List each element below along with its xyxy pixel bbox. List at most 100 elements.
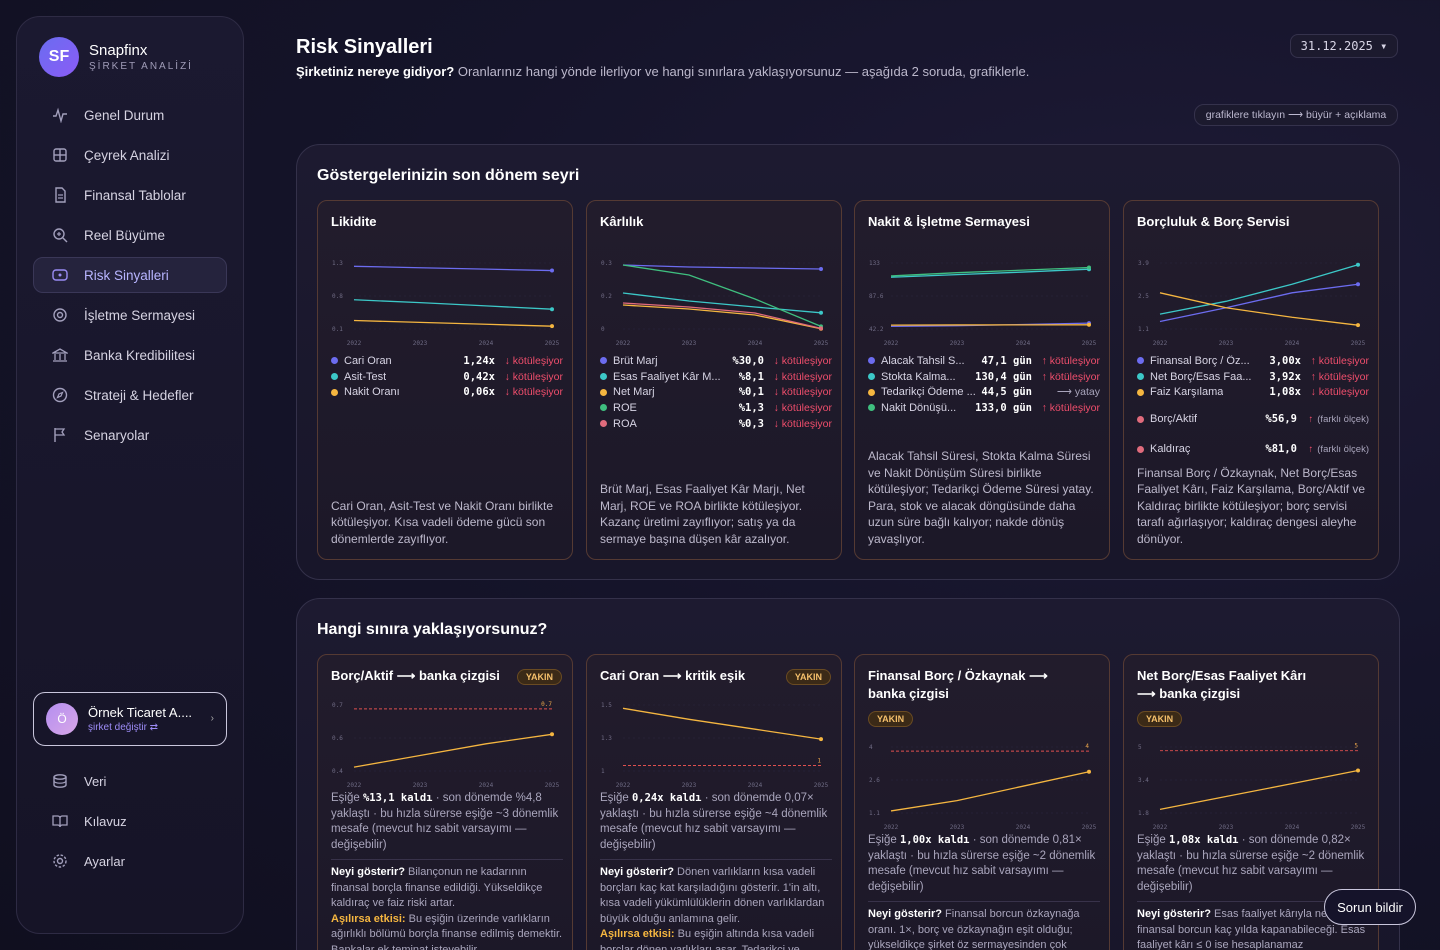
legend-value: 1,24x	[463, 354, 495, 367]
x-tick-label: 2022	[1153, 824, 1168, 831]
legend-name: Nakit Dönüşü...	[881, 401, 957, 414]
card-title: Borç/Aktif ⟶ banka çizgisi	[331, 668, 500, 683]
x-tick-label: 2024	[1016, 824, 1031, 831]
legend-dot	[331, 373, 338, 381]
brand[interactable]: SF Snapfinx ŞİRKET ANALİZİ	[39, 37, 193, 77]
x-tick-label: 2024	[748, 782, 763, 789]
series-endpoint	[550, 307, 554, 312]
nav-item-i-şletme-sermayesi[interactable]: İşletme Sermayesi	[33, 297, 227, 333]
trend-indicator: ↓ kötüleşiyor	[773, 401, 832, 414]
x-tick-label: 2025	[545, 782, 560, 789]
nav-item-label: Risk Sinyalleri	[84, 267, 169, 283]
trend-card[interactable]: Nakit & İşletme Sermayesi 133 87.6 42.2 2022…	[854, 200, 1110, 560]
legend-row: ROA %0,3 ↓ kötüleşiyor	[600, 416, 832, 432]
x-tick-label: 2022	[1153, 340, 1168, 347]
nav-item-risk-sinyalleri[interactable]: Risk Sinyalleri	[33, 257, 227, 293]
impact-label: Aşılırsa etkisi:	[600, 928, 675, 940]
nav-item-genel-durum[interactable]: Genel Durum	[33, 97, 227, 133]
nav-item-reel-büyüme[interactable]: Reel Büyüme	[33, 217, 227, 253]
chart-hint: grafiklere tıklayın ⟶ büyür + açıklama	[1194, 104, 1398, 126]
trend-arrow: ↑	[1308, 413, 1314, 425]
series-line	[622, 292, 822, 314]
trend-indicator: ↑ kötüleşiyor	[1310, 370, 1369, 383]
series-endpoint	[819, 326, 823, 331]
legend-value: %56,9	[1265, 413, 1297, 425]
page-subtitle: Şirketiniz nereye gidiyor? Oranlarınız h…	[296, 64, 1029, 79]
card-title: Finansal Borç / Özkaynak ⟶ banka çizgisi	[868, 668, 1048, 701]
nav-item-senaryolar[interactable]: Senaryolar	[33, 417, 227, 453]
nav-item-strateji-hedefler[interactable]: Strateji & Hedefler	[33, 377, 227, 413]
legend-value: %81,0	[1265, 443, 1297, 455]
x-tick-label: 2023	[1219, 340, 1234, 347]
switch-company-link[interactable]: şirket değiştir ⇄	[88, 722, 159, 733]
y-tick-label: 0.8	[332, 293, 343, 300]
legend-name: ROE	[613, 401, 637, 414]
trend-card[interactable]: Kârlılık 0.3 0.2 0 2022 2023 2024 2025 Brüt Marj…	[586, 200, 842, 560]
brand-name: Snapfinx	[89, 42, 148, 59]
threshold-card[interactable]: Cari Oran ⟶ kritik eşik YAKIN 1.5 1.3 1 2022 2…	[586, 654, 842, 950]
legend-value: %0,3	[738, 417, 764, 430]
extra-metric-row: Borç/Aktif %56,9 ↑ (farklı ölçek)	[1137, 413, 1369, 425]
series-endpoint	[1087, 265, 1091, 270]
status-badge: YAKIN	[1137, 711, 1183, 727]
impact-label: Aşılırsa etkisi:	[331, 912, 406, 925]
compass-icon	[52, 387, 68, 403]
nav-item-finansal-tablolar[interactable]: Finansal Tablolar	[33, 177, 227, 213]
card-description: Alacak Tahsil Süresi, Stokta Kalma Süres…	[868, 449, 1094, 546]
trend-indicator: ↓ kötüleşiyor	[504, 386, 563, 399]
explanation: Neyi gösterir? Dönen varlıkların kısa va…	[600, 865, 832, 950]
series-line	[353, 319, 553, 327]
legend-row: Cari Oran 1,24x ↓ kötüleşiyor	[331, 353, 563, 369]
series-line	[890, 771, 1090, 812]
report-issue-button[interactable]: Sorun bildir	[1324, 889, 1416, 925]
y-tick-label: 42.2	[869, 326, 884, 333]
legend-name: Esas Faaliyet Kâr M...	[613, 370, 721, 383]
x-tick-label: 2025	[545, 340, 560, 347]
series-endpoint	[1087, 769, 1091, 774]
legend-dot	[1137, 357, 1144, 365]
legend-name: Borç/Aktif	[1150, 413, 1198, 425]
question-text: Finansal borcun özkaynağa oranı. 1×, bor…	[868, 908, 1080, 950]
divider	[331, 859, 563, 860]
series-endpoint	[550, 324, 554, 329]
nav-item-çeyrek-analizi[interactable]: Çeyrek Analizi	[33, 137, 227, 173]
threshold-card[interactable]: Finansal Borç / Özkaynak ⟶ banka çizgisi…	[854, 654, 1110, 950]
x-tick-label: 2023	[413, 782, 428, 789]
gap-value: 1,00x kaldı	[899, 834, 970, 846]
impact-text: Bu eşiğin üzerinde varlıkların ağırlıklı…	[331, 912, 563, 950]
threshold-card[interactable]: Borç/Aktif ⟶ banka çizgisi YAKIN 0.7 0.6 0.4…	[317, 654, 573, 950]
threshold-label: 1	[817, 758, 821, 765]
document-icon	[55, 187, 66, 203]
y-tick-label: 87.6	[869, 293, 884, 300]
gap-prefix: Eşiğe	[1137, 834, 1169, 846]
page-title: Risk Sinyalleri	[296, 36, 433, 58]
company-switcher[interactable]: Ö Örnek Ticaret A.... şirket değiştir ⇄ …	[33, 692, 227, 746]
y-tick-label: 3.4	[1138, 777, 1149, 784]
threshold-label: 5	[1354, 743, 1358, 750]
trend-card[interactable]: Borçluluk & Borç Servisi 3.9 2.5 1.1 2022 202…	[1123, 200, 1379, 560]
legend-name: Cari Oran	[344, 354, 392, 367]
y-tick-label: 0.1	[332, 326, 343, 333]
nav-item-veri[interactable]: Veri	[33, 763, 227, 799]
period-select[interactable]: 31.12.2025 ▾	[1290, 34, 1398, 58]
chart-legend: Brüt Marj %30,0 ↓ kötüleşiyor Esas Faaliyet…	[600, 353, 832, 431]
legend-dot	[868, 357, 875, 365]
legend-value: 0,06x	[463, 386, 495, 399]
y-tick-label: 1.1	[869, 810, 880, 817]
legend-row: ROE %1,3 ↓ kötüleşiyor	[600, 400, 832, 416]
x-tick-label: 2023	[682, 340, 697, 347]
nav-item-label: Strateji & Hedefler	[84, 387, 194, 403]
trend-card[interactable]: Likidite 1.3 0.8 0.1 2022 2023 2024 2025 Cari Or…	[317, 200, 573, 560]
status-badge: YAKIN	[516, 669, 562, 685]
y-tick-label: 1	[601, 768, 605, 775]
nav-item-ayarlar[interactable]: Ayarlar	[33, 843, 227, 879]
nav-item-banka-kredibilitesi[interactable]: Banka Kredibilitesi	[33, 337, 227, 373]
line-chart: 1.3 0.8 0.1 2022 2023 2024 2025	[332, 260, 560, 347]
x-tick-label: 2025	[1351, 340, 1366, 347]
legend-dot	[600, 373, 607, 381]
series-endpoint	[1356, 768, 1360, 773]
series-line	[1159, 292, 1359, 326]
legend-row: Faiz Karşılama 1,08x ↓ kötüleşiyor	[1137, 384, 1369, 400]
nav-item-kılavuz[interactable]: Kılavuz	[33, 803, 227, 839]
gap-prefix: Eşiğe	[600, 792, 632, 804]
